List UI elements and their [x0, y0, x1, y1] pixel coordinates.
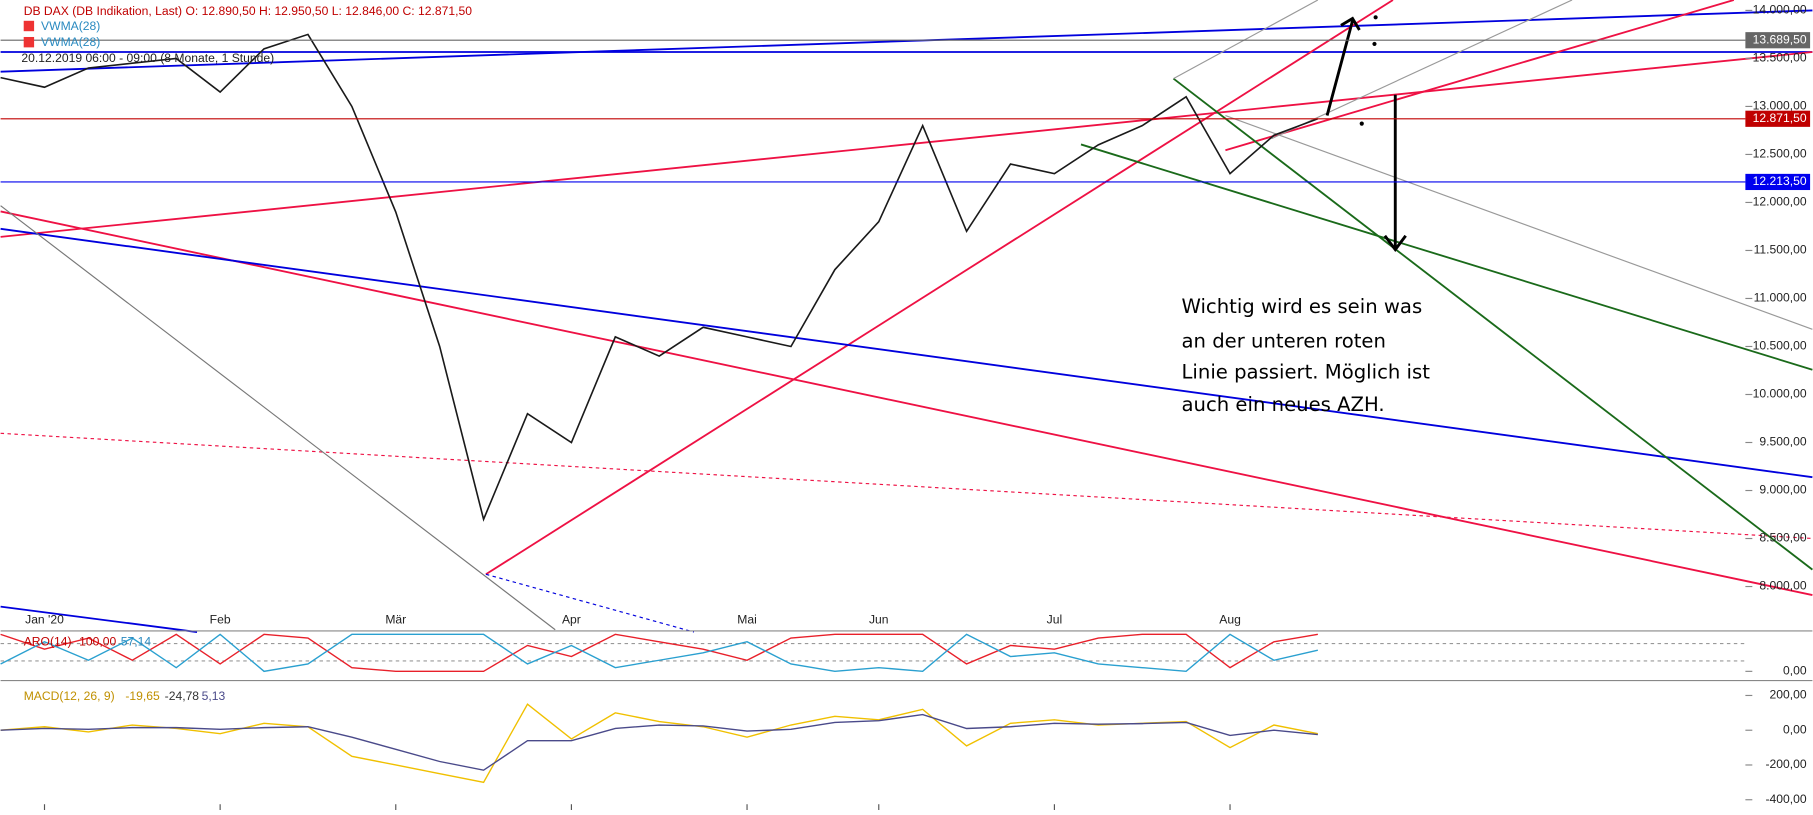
y-tick-label: 8.000,00 [1759, 579, 1806, 593]
y-tick-label: -200,00 [1766, 757, 1807, 771]
price-tag-label: 12.213,50 [1753, 174, 1807, 188]
y-tick-label: 13.500,00 [1753, 51, 1807, 65]
overlay-label: VWMA(28) [41, 19, 100, 33]
macd-readout: -24,78 [165, 689, 200, 703]
y-tick-label: 0,00 [1783, 722, 1807, 736]
y-tick-label: 9.500,00 [1759, 435, 1806, 449]
y-tick-label: 12.000,00 [1753, 195, 1807, 209]
overlay-label: VWMA(28) [41, 35, 100, 49]
y-tick-label: 14.000,00 [1753, 3, 1807, 17]
alert-icon [23, 20, 35, 32]
title: DB DAX (DB Indikation, Last) [24, 4, 182, 18]
aroon-title: ARO(14) [24, 635, 72, 649]
series-line [0, 633, 1319, 673]
annotation-line: an der unteren roten [1182, 330, 1386, 353]
y-tick-label: 10.500,00 [1753, 339, 1807, 353]
price-tag-label: 12.871,50 [1753, 111, 1807, 125]
macd-title: MACD(12, 26, 9) [24, 689, 115, 703]
annotation-line: Linie passiert. Möglich ist [1182, 361, 1431, 384]
series-line [0, 633, 1318, 673]
price-tag [1745, 32, 1811, 49]
y-tick-label: 200,00 [1770, 688, 1807, 702]
series-line [0, 33, 1319, 522]
period: 20.12.2019 06:00 - 09:00 (8 Monate, 1 St… [21, 51, 274, 65]
series-line [0, 713, 1318, 771]
price-tag [1745, 173, 1811, 191]
macd-readout: -19,65 [125, 689, 160, 703]
annotation-line: Wichtig wird es sein was [1182, 295, 1423, 318]
x-tick-label: Mai [737, 613, 757, 627]
quote: O: 12.890,50 H: 12.950,50 L: 12.846,00 C… [185, 4, 472, 18]
price-tag-label: 13.689,50 [1753, 32, 1807, 46]
price-tag [1745, 110, 1811, 127]
y-tick-label: 0,00 [1783, 664, 1807, 678]
y-tick-label: 11.000,00 [1754, 291, 1807, 305]
annotation: Wichtig wird es sein was an der unteren … [1182, 295, 1431, 416]
x-tick-label: Mär [385, 613, 406, 627]
x-tick-label: Jan '20 [25, 613, 64, 627]
plot-area: 8.000,00 8.500,00 9.000,00 9.500,00 10.000,0… [0, 3, 1811, 810]
macd-readout: 5,13 [202, 689, 226, 703]
y-tick-label: 12.500,00 [1753, 147, 1807, 161]
annotation-line: auch ein neues AZH. [1182, 393, 1385, 416]
x-tick-label: Jul [1047, 613, 1063, 627]
alert-icon [23, 36, 35, 48]
x-tick-label: Apr [562, 613, 581, 627]
x-tick-label: Jun [869, 613, 889, 627]
aroon-readout: 57,14 [121, 635, 152, 649]
x-tick-label: Feb [210, 613, 231, 627]
y-tick-label: 13.000,00 [1753, 99, 1807, 113]
trendlines [0, 0, 1813, 682]
y-tick-label: 10.000,00 [1753, 387, 1807, 401]
y-tick-label: -400,00 [1766, 792, 1807, 806]
y-tick-label: 9.000,00 [1759, 483, 1806, 497]
series-line [0, 703, 1318, 784]
y-tick-label: 8.500,00 [1759, 531, 1806, 545]
x-tick-label: Aug [1219, 613, 1241, 627]
aroon-readout: 100,00 [79, 635, 116, 649]
y-tick-label: 11.500,00 [1754, 243, 1807, 257]
